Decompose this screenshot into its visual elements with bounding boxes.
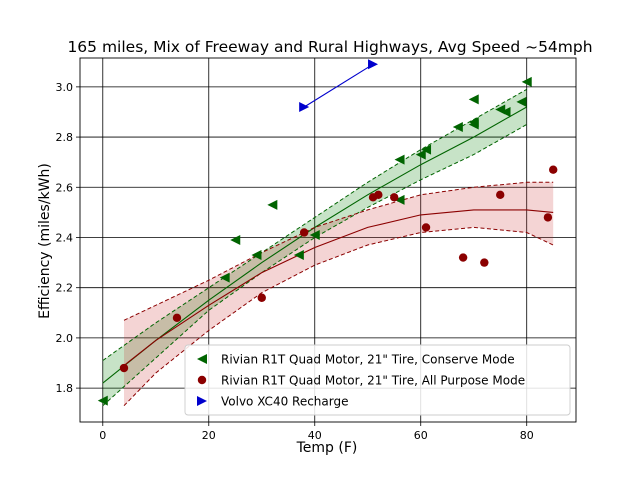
data-point (421, 144, 432, 155)
chart-title: 165 miles, Mix of Freeway and Rural High… (67, 38, 592, 56)
fit-line (102, 106, 527, 384)
x-tick-label: 20 (202, 429, 216, 442)
data-point (97, 395, 108, 406)
x-axis-label: Temp (F) (296, 440, 358, 456)
data-point (516, 96, 527, 107)
data-point (368, 59, 379, 70)
y-tick-label: 2.4 (56, 231, 74, 244)
data-point (452, 122, 463, 133)
legend-marker (197, 354, 207, 364)
y-tick-label: 2.2 (56, 282, 74, 295)
x-tick-label: 60 (414, 429, 428, 442)
data-point (468, 94, 479, 105)
y-tick-label: 3.0 (56, 81, 74, 94)
data-point (415, 149, 426, 160)
data-point (480, 258, 489, 267)
confidence-band (124, 182, 554, 406)
confidence-band (102, 89, 527, 406)
x-tick-label: 80 (520, 429, 534, 442)
lower-bound-line (102, 124, 527, 407)
data-point (119, 363, 129, 373)
legend-marker (197, 375, 207, 385)
data-point (267, 199, 278, 210)
data-point (394, 194, 405, 205)
data-point (543, 213, 553, 222)
data-point (230, 235, 241, 245)
data-point (521, 76, 532, 87)
axis-ticks: 0 20 40 60 80 1.8 2.0 2.2 2.4 2.6 2.8 3.0 (56, 81, 534, 442)
y-tick-label: 2.0 (56, 332, 74, 345)
confidence-bands (102, 89, 554, 406)
y-tick-label: 2.8 (56, 131, 74, 144)
series-0 (97, 76, 532, 406)
grid (80, 58, 576, 422)
series-line (303, 63, 374, 108)
series-1 (119, 165, 558, 373)
data-point (468, 117, 479, 128)
data-point (299, 101, 310, 112)
data-point (500, 106, 511, 117)
data-point (293, 250, 304, 261)
data-points (97, 59, 558, 406)
y-axis-label: Efficiency (miles/kWh) (37, 163, 53, 319)
series-2 (299, 59, 379, 112)
y-tick-label: 1.8 (56, 382, 74, 395)
y-tick-label: 2.6 (56, 181, 74, 194)
data-point (458, 253, 468, 262)
legend: Rivian R1T Quad Motor, 21" Tire, Conserv… (184, 344, 571, 416)
data-point (309, 229, 320, 240)
fit-line (123, 209, 554, 366)
legend-label: Volvo XC40 Recharge (221, 395, 348, 409)
lower-bound-line (123, 226, 554, 407)
data-point (421, 223, 431, 232)
fit-lines (102, 63, 554, 407)
data-point (219, 272, 230, 283)
upper-bound-line (102, 88, 527, 361)
upper-bound-line (123, 181, 554, 321)
legend-box (184, 344, 571, 416)
legend-label: Rivian R1T Quad Motor, 21" Tire, All Pur… (221, 374, 525, 388)
legend-marker (197, 396, 207, 406)
data-point (390, 193, 399, 202)
data-point (374, 190, 383, 200)
data-point (251, 250, 262, 261)
data-point (549, 165, 558, 174)
data-point (172, 313, 182, 323)
x-tick-label: 0 (99, 429, 106, 442)
legend-label: Rivian R1T Quad Motor, 21" Tire, Conserv… (221, 353, 515, 367)
data-point (496, 190, 505, 200)
data-point (257, 293, 266, 302)
data-point (299, 228, 309, 237)
plot-frame (79, 57, 577, 423)
data-point (394, 154, 405, 165)
x-tick-label: 40 (308, 429, 322, 442)
